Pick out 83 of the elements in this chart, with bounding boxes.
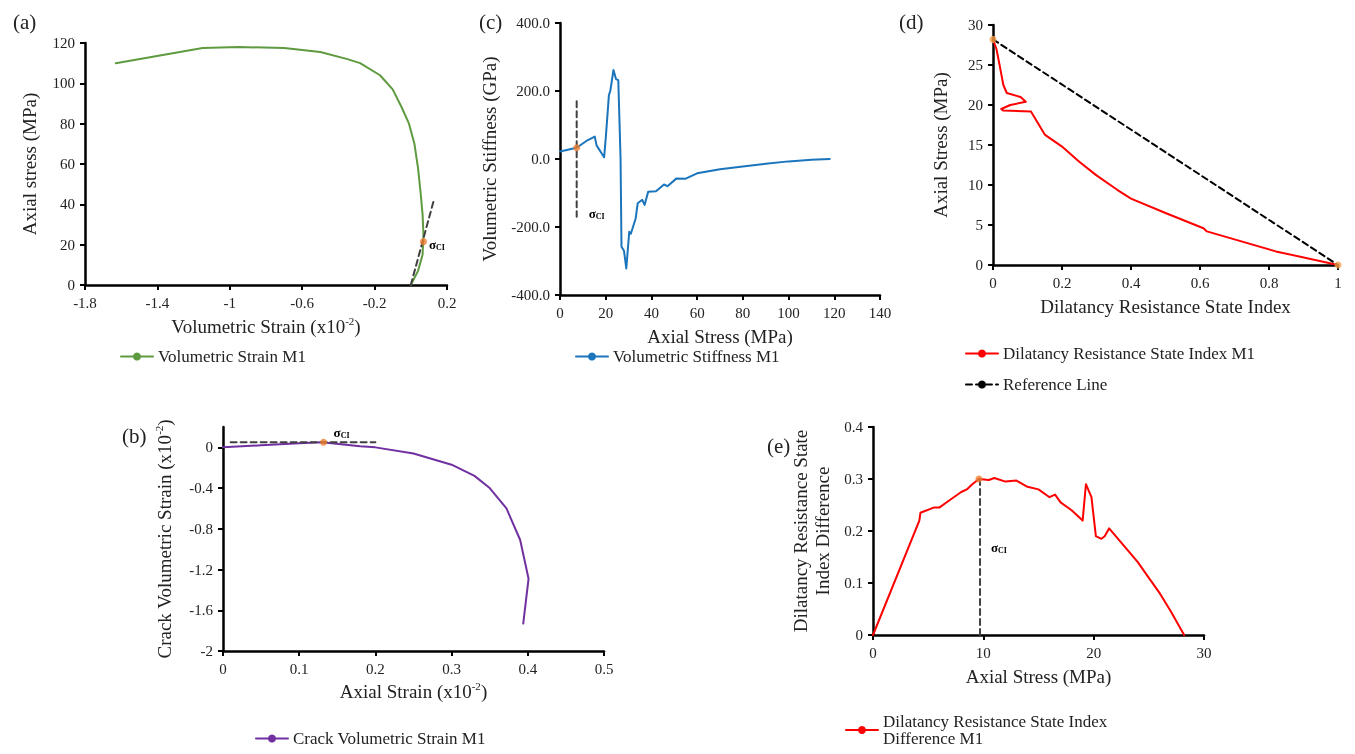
y-tick-label: 20 xyxy=(968,97,983,113)
x-tick-label: -0.6 xyxy=(290,294,315,311)
x-tick-label: 20 xyxy=(1086,644,1102,661)
x-tick-label: 0.3 xyxy=(442,660,461,677)
y-axis-title: Axial Stress (MPa) xyxy=(929,72,952,218)
chart-title: (e) xyxy=(767,433,791,458)
y-tick-label: -2 xyxy=(200,643,213,659)
y-axis-title: Crack Volumetric Strain (x10-2) xyxy=(152,419,176,659)
x-tick-label: 0 xyxy=(219,660,227,677)
line-series xyxy=(872,476,1186,636)
y-axis-title: Dilatancy Resistance State Index Difference xyxy=(789,429,833,633)
x-tick-label: 0.5 xyxy=(594,660,614,677)
y-tick-label: 100 xyxy=(52,75,75,92)
y-axis-title: Volumetric Stiffness (GPa) xyxy=(478,56,501,262)
x-tick-label: 60 xyxy=(689,304,705,321)
y-tick-label: 0 xyxy=(975,257,983,273)
x-tick-label: -1 xyxy=(223,294,237,311)
chart-title: (a) xyxy=(13,9,37,34)
line-series xyxy=(559,68,831,270)
x-tick-label: 140 xyxy=(868,304,892,321)
chart-title: (c) xyxy=(479,9,503,34)
x-tick-label: 30 xyxy=(1196,644,1212,661)
legend-label: Volumetric Strain M1 xyxy=(158,347,306,366)
x-tick-label: -1.8 xyxy=(73,294,97,311)
x-tick-label: 0.4 xyxy=(1121,274,1141,291)
y-axis-title: Axial stress (MPa) xyxy=(18,92,41,236)
y-tick-label: 400.0 xyxy=(516,15,550,31)
y-tick-label: 60 xyxy=(60,156,75,172)
x-tick-label: 1 xyxy=(1334,274,1342,291)
y-tick-label: 0.0 xyxy=(531,151,550,167)
x-tick-label: 0.8 xyxy=(1259,274,1279,291)
y-tick-label: 120 xyxy=(52,35,75,51)
x-tick-label: 0.6 xyxy=(1190,274,1210,291)
y-tick-label: 5 xyxy=(975,217,983,233)
x-tick-label: 0 xyxy=(869,644,877,661)
x-axis-title: Axial Stress (MPa) xyxy=(647,325,793,348)
y-tick-label: 10 xyxy=(968,177,983,193)
line-series xyxy=(114,46,425,286)
y-tick-label: 80 xyxy=(60,115,75,132)
y-tick-label: 0.3 xyxy=(844,471,863,487)
y-tick-label: 0.4 xyxy=(844,419,864,435)
annotation: σCI xyxy=(428,237,445,253)
y-tick-label: 20 xyxy=(60,236,75,253)
x-axis-title: Dilatancy Resistance State Index xyxy=(1040,295,1292,317)
legend-label: Dilatancy Resistance State Index Difference M1 xyxy=(883,712,1112,748)
y-tick-label: -400.0 xyxy=(511,287,550,303)
y-tick-label: 0.1 xyxy=(844,575,863,591)
legend-label: Volumetric Stiffness M1 xyxy=(613,347,780,366)
y-tick-label: -1.6 xyxy=(189,602,214,619)
x-tick-label: 20 xyxy=(598,304,614,321)
y-tick-label: -0.4 xyxy=(189,480,214,497)
x-tick-label: -0.2 xyxy=(362,294,387,311)
chart-title: (b) xyxy=(122,423,147,448)
x-tick-label: 40 xyxy=(643,304,659,321)
legend-label: Reference Line xyxy=(1003,375,1108,394)
x-axis-title: Axial Stress (MPa) xyxy=(965,665,1112,688)
y-tick-label: -1.2 xyxy=(189,561,213,578)
legend-label: Dilatancy Resistance State Index M1 xyxy=(1003,344,1256,363)
y-tick-label: 30 xyxy=(968,17,983,33)
y-tick-label: 0.2 xyxy=(844,523,863,539)
y-tick-label: 0 xyxy=(205,439,213,456)
x-tick-label: 0 xyxy=(989,274,997,291)
y-tick-label: 200.0 xyxy=(516,83,550,99)
y-tick-label: 15 xyxy=(968,137,983,153)
annotation: σCI xyxy=(588,206,605,222)
chart-title: (d) xyxy=(899,9,924,34)
x-tick-label: 120 xyxy=(823,304,846,321)
y-tick-label: -200.0 xyxy=(511,219,550,235)
y-tick-label: 0 xyxy=(855,627,863,643)
x-tick-label: 0 xyxy=(556,304,564,321)
y-tick-label: 40 xyxy=(60,196,75,213)
x-tick-label: 80 xyxy=(735,304,751,321)
x-tick-label: 0.2 xyxy=(366,660,385,677)
x-tick-label: 0.2 xyxy=(437,294,457,311)
annotation: σCI xyxy=(333,424,350,440)
legend-label: Crack Volumetric Strain M1 xyxy=(293,729,486,748)
x-tick-label: 100 xyxy=(777,304,800,321)
x-tick-label: 0.1 xyxy=(289,660,309,677)
x-tick-label: 0.2 xyxy=(1052,274,1072,291)
y-tick-label: -0.8 xyxy=(189,520,213,537)
y-tick-label: 25 xyxy=(968,57,983,73)
annotation: σCI xyxy=(990,539,1007,555)
x-tick-label: -1.4 xyxy=(145,294,170,311)
